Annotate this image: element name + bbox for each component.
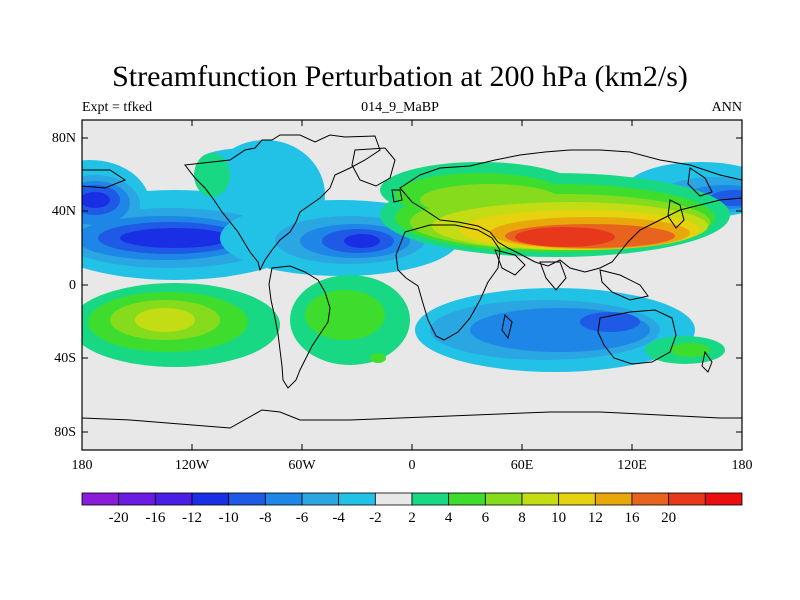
se-asia-outline [599, 269, 649, 301]
colorbar-swatch [704, 492, 743, 506]
japan-outline [667, 199, 685, 229]
lat-label-eq: 0 [69, 278, 76, 293]
colorbar-swatch [191, 492, 230, 506]
north-america-outline [184, 134, 381, 272]
lon-label-180e: 180 [731, 458, 753, 473]
lat-label-80s: 80S [54, 425, 76, 440]
colorbar-label: 10 [551, 510, 567, 526]
colorbar-label: -8 [259, 510, 272, 526]
greenland-outline [351, 147, 396, 187]
lat-ticks [82, 137, 742, 433]
colorbar-swatch [228, 492, 266, 506]
colorbar-swatch [374, 492, 413, 506]
colorbar [81, 492, 743, 506]
run-label: 014_9_MaBP [361, 100, 439, 115]
southern-indian-low [415, 288, 725, 372]
lon-label-0: 0 [408, 458, 416, 473]
contour-fields [82, 140, 742, 372]
colorbar-label: 6 [481, 510, 490, 526]
colorbar-label: -20 [108, 510, 129, 526]
colorbar-label: -6 [295, 510, 309, 526]
lon-ticks [81, 120, 743, 450]
africa-outline [395, 224, 501, 341]
new-zealand-outline [701, 350, 713, 373]
colorbar-swatch [521, 492, 560, 506]
coastlines [82, 134, 742, 429]
kamchatka-outline [687, 167, 713, 197]
colorbar-swatch [594, 492, 633, 506]
colorbar-label: 2 [408, 510, 416, 526]
colorbar-swatch [484, 492, 523, 506]
arabia-outline [494, 249, 526, 276]
colorbar-swatch [631, 492, 670, 506]
lon-label-120w: 120W [174, 458, 210, 473]
colorbar-label: -2 [369, 510, 382, 526]
colorbar-label: -4 [332, 510, 345, 526]
colorbar-swatch [118, 492, 156, 506]
lon-label-180w: 180 [71, 458, 93, 473]
colorbar-swatch [301, 492, 340, 506]
colorbar-label: -16 [145, 510, 166, 526]
lat-label-80n: 80N [51, 131, 76, 146]
lon-label-60e: 60E [510, 458, 534, 473]
south-pacific-high [82, 283, 280, 367]
colorbar-label: 16 [624, 510, 640, 526]
green-pacific-blob [194, 153, 230, 197]
colorbar-swatch [81, 492, 120, 506]
south-america-outline [268, 265, 331, 389]
colorbar-swatch [411, 492, 450, 506]
colorbar-label: 12 [587, 510, 603, 526]
alaska-outline [82, 169, 127, 189]
colorbar-swatch [668, 492, 706, 506]
eurasian-ridge [380, 162, 730, 257]
colorbar-label: -10 [218, 510, 239, 526]
north-atlantic-low [220, 200, 460, 276]
colorbar-swatch [338, 492, 376, 506]
colorbar-swatch [448, 492, 486, 506]
colorbar-swatch [558, 492, 596, 506]
colorbar-label: 20 [661, 510, 677, 526]
lat-label-40n: 40N [51, 204, 76, 219]
colorbar-label: -12 [182, 510, 202, 526]
period-label: ANN [711, 100, 742, 115]
south-america-high [290, 275, 410, 365]
lon-label-120e: 120E [617, 458, 647, 473]
antarctica-outline [82, 409, 742, 429]
plot-title: Streamfunction Perturbation at 200 hPa (… [112, 60, 688, 93]
lat-label-40s: 40S [54, 351, 76, 366]
madagascar-outline [501, 313, 513, 340]
eurasia-outline [399, 149, 742, 273]
colorbar-swatch [264, 492, 303, 506]
uk-outline [391, 189, 403, 203]
colorbar-label: 8 [518, 510, 526, 526]
experiment-label: Expt = tfked [82, 100, 153, 115]
colorbar-label: 4 [444, 510, 453, 526]
colorbar-swatch [154, 492, 193, 506]
india-outline [539, 261, 567, 291]
lon-label-60w: 60W [288, 458, 316, 473]
australia-outline [597, 309, 677, 365]
